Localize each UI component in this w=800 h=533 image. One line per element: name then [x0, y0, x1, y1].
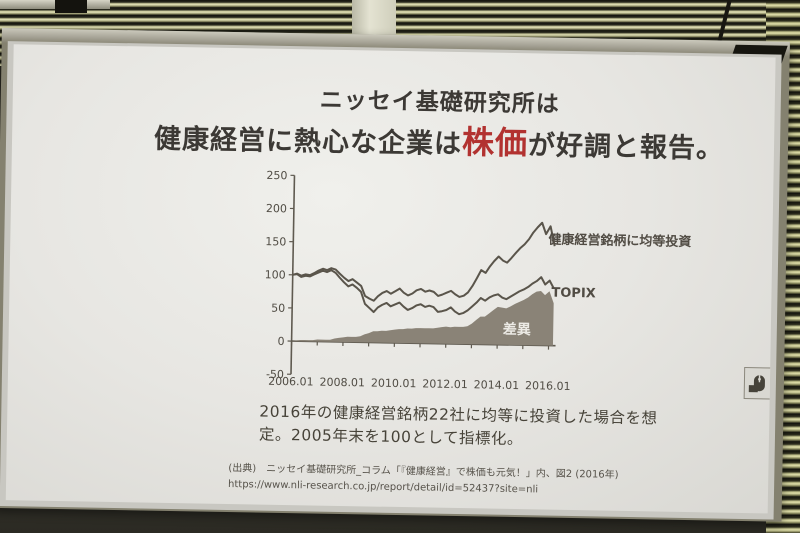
- y-tick-label: 0: [277, 335, 284, 348]
- title-line2-prefix: 健康経営に熱心な企業は: [153, 123, 463, 160]
- x-tick-label: 2010.01: [371, 376, 417, 390]
- slide-title: ニッセイ基礎研究所は 健康経営に熱心な企業は株価が好調と報告。: [12, 82, 775, 167]
- source-note: (出典) ニッセイ基礎研究所_コラム「『健康経営』で株価も元気！」内、図2 (2…: [228, 461, 708, 500]
- y-tick-label: 250: [266, 169, 287, 182]
- title-line-2: 健康経営に熱心な企業は株価が好調と報告。: [104, 115, 775, 167]
- projection-screen-board: ニッセイ基礎研究所は 健康経営に熱心な企業は株価が好調と報告。 250 200 15…: [0, 28, 790, 522]
- y-tick-label: 50: [271, 302, 285, 315]
- x-tick-label: 2008.01: [319, 376, 365, 390]
- y-tick-label: 150: [265, 235, 286, 248]
- health-line: [292, 221, 556, 302]
- legend-difference: 差異: [503, 321, 531, 338]
- difference-area: [291, 291, 554, 346]
- title-highlight-kabuka: 株価: [461, 122, 529, 162]
- topix-line: [292, 269, 555, 316]
- y-tick-label: -50: [266, 368, 284, 381]
- mouse-icon: [748, 375, 765, 393]
- mouse-indicator-box: [743, 367, 773, 400]
- x-tick-label: 2006.01: [268, 375, 314, 389]
- sill-bracket: [55, 0, 87, 13]
- chart-caption: 2016年の健康経営銘柄22社に均等に投資した場合を想定。2005年末を100と…: [258, 402, 658, 449]
- y-tick-label: 100: [265, 268, 286, 281]
- x-tick-label: 2012.01: [422, 377, 468, 391]
- y-tick-label: 200: [266, 202, 287, 215]
- title-line2-suffix: が好調と報告。: [527, 129, 725, 165]
- x-tick-label: 2016.01: [525, 379, 571, 393]
- projected-slide: ニッセイ基礎研究所は 健康経営に熱心な企業は株価が好調と報告。 250 200 15…: [5, 44, 776, 514]
- x-tick-label: 2014.01: [474, 378, 520, 392]
- legend-health: 健康経営銘柄に均等投資: [548, 232, 691, 250]
- legend-topix: TOPIX: [551, 286, 596, 302]
- chart-area: 250 200 150 100 50 0 -50 2006.01 2008.01 2010.01 2…: [244, 168, 718, 406]
